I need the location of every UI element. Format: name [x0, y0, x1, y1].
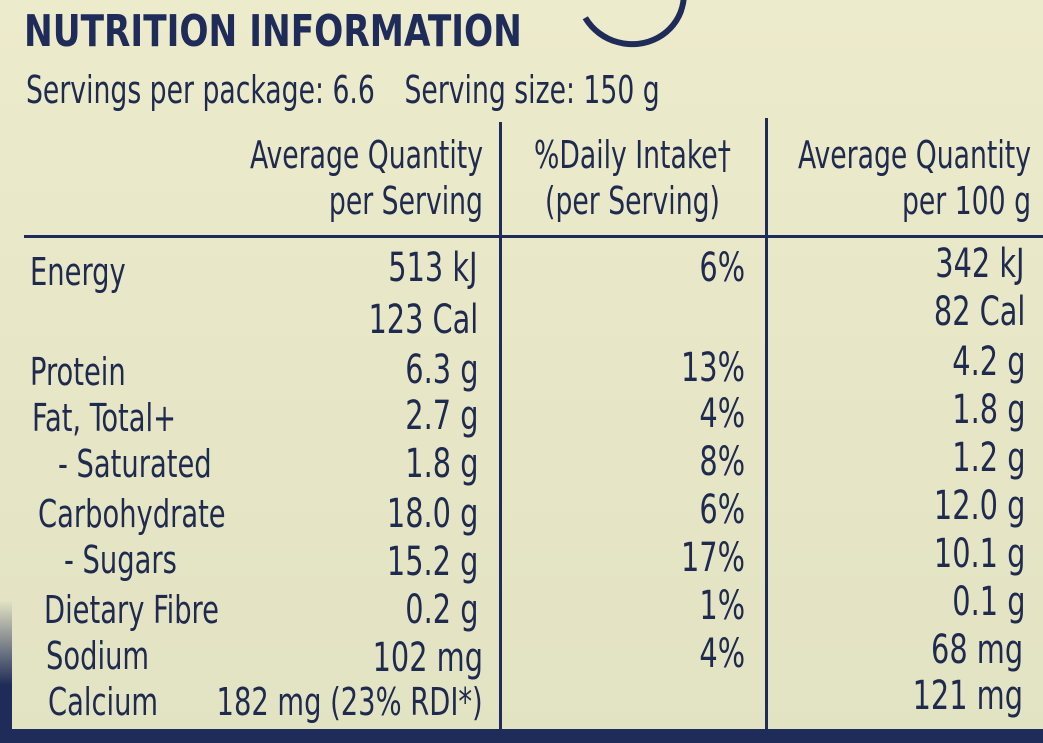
- nutrient-name: Dietary Fibre: [44, 588, 219, 632]
- column-divider-1: [499, 122, 502, 732]
- nutrient-name: Protein: [30, 350, 126, 394]
- per-serving-value: 182 mg (23% RDI*): [216, 680, 483, 724]
- logo-arc-graphic: [563, 0, 699, 60]
- servings-line: Servings per package: 6.6 Serving size: 1…: [26, 68, 689, 112]
- per-100g-value: 121 mg: [912, 673, 1023, 719]
- header-per-100g-line1: Average Quantity: [797, 133, 1031, 177]
- daily-intake-value: 4%: [699, 631, 745, 677]
- column-divider-2: [765, 118, 768, 732]
- per-serving-value: 0.2 g: [404, 587, 478, 633]
- per-serving-value: 102 mg: [372, 635, 483, 681]
- header-daily-intake-line1: %Daily Intake†: [534, 133, 731, 177]
- nutrient-name: Carbohydrate: [38, 492, 226, 536]
- per-serving-value: 2.7 g: [404, 393, 478, 439]
- header-per-100g-line2: per 100 g: [901, 179, 1031, 223]
- header-per-100g: Average Quantity per 100 g: [766, 132, 1031, 224]
- daily-intake-value: 17%: [681, 535, 745, 581]
- nutrient-name: Calcium: [48, 680, 159, 724]
- daily-intake-value: 4%: [699, 391, 745, 437]
- header-per-serving-line1: Average Quantity: [249, 133, 483, 177]
- per-100g-value: 68 mg: [930, 627, 1023, 673]
- per-serving-value: 18.0 g: [386, 491, 479, 537]
- daily-intake-value: 6%: [699, 245, 745, 291]
- header-daily-intake: %Daily Intake† (per Serving): [529, 132, 736, 224]
- header-daily-intake-line2: (per Serving): [545, 179, 720, 223]
- per-100g-value: 10.1 g: [933, 531, 1026, 577]
- per-100g-value: 12.0 g: [933, 483, 1026, 529]
- per-100g-value: 342 kJ: [935, 241, 1025, 287]
- nutrient-name: Fat, Total+: [32, 396, 177, 440]
- daily-intake-value: 6%: [699, 487, 745, 533]
- panel-edge-bottom: [0, 729, 1043, 743]
- header-divider: [24, 235, 1043, 238]
- per-serving-value: 15.2 g: [386, 539, 479, 585]
- per-100g-value: 82 Cal: [933, 289, 1025, 335]
- serving-size: Serving size: 150 g: [404, 68, 660, 112]
- panel-edge-left: [0, 600, 12, 743]
- panel-title: NUTRITION INFORMATION: [24, 6, 522, 57]
- per-100g-value: 0.1 g: [951, 579, 1025, 625]
- nutrient-name: - Saturated: [58, 442, 212, 486]
- per-100g-value: 1.2 g: [951, 435, 1025, 481]
- header-per-serving: Average Quantity per Serving: [218, 132, 483, 224]
- per-100g-value: 1.8 g: [951, 387, 1025, 433]
- per-serving-value: 1.8 g: [404, 441, 478, 487]
- per-serving-value: 123 Cal: [368, 297, 478, 343]
- servings-per-package: Servings per package: 6.6: [26, 68, 375, 112]
- daily-intake-value: 13%: [681, 345, 745, 391]
- daily-intake-value: 1%: [699, 583, 745, 629]
- nutrient-name: - Sugars: [64, 538, 177, 582]
- header-per-serving-line2: per Serving: [328, 179, 483, 223]
- daily-intake-value: 8%: [699, 439, 745, 485]
- nutrient-name: Energy: [30, 250, 126, 294]
- nutrient-name: Sodium: [46, 634, 150, 678]
- per-serving-value: 6.3 g: [404, 347, 478, 393]
- per-serving-value: 513 kJ: [388, 245, 478, 291]
- per-100g-value: 4.2 g: [951, 339, 1025, 385]
